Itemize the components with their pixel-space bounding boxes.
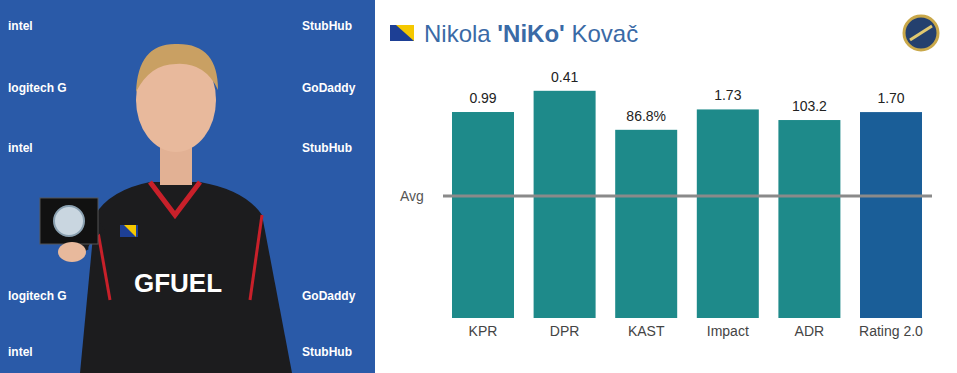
jersey-trim	[150, 182, 200, 215]
jersey-text: GFUEL	[134, 268, 222, 298]
bar	[778, 120, 840, 318]
backdrop-logo: intel	[8, 345, 33, 359]
bar	[615, 130, 677, 318]
bar	[452, 112, 514, 318]
backdrop-logo: StubHub	[302, 141, 352, 155]
labels: 0.99 KPR 0.41 DPR 86.8% KAST 1.73 Impact 103.2 AD…	[469, 69, 924, 339]
avg-line	[443, 194, 932, 197]
avg-label: Avg	[400, 188, 424, 204]
bars	[452, 91, 922, 318]
category-label: Impact	[707, 323, 749, 339]
backdrop-logo: StubHub	[302, 345, 352, 359]
medal-icon	[904, 16, 938, 50]
category-label: ADR	[795, 323, 825, 339]
category-label: DPR	[550, 323, 580, 339]
medal	[54, 206, 84, 236]
bar	[697, 109, 759, 318]
medal-icon	[910, 26, 932, 40]
category-label: KPR	[469, 323, 498, 339]
backdrop-logo: intel	[8, 19, 33, 33]
title: Nikola 'NiKo' Kovač	[424, 20, 638, 47]
chest-flag	[120, 225, 138, 237]
chart-root: intel StubHub logitech G GoDaddy intel StubHu…	[0, 0, 957, 373]
data-label: 103.2	[792, 98, 827, 114]
backdrop-logo: StubHub	[302, 19, 352, 33]
category-label: KAST	[628, 323, 665, 339]
data-label: 0.99	[469, 90, 496, 106]
data-label: 86.8%	[626, 108, 666, 124]
jersey-trim	[250, 215, 262, 300]
backdrop-logo: GoDaddy	[302, 289, 356, 303]
data-label: 1.73	[714, 87, 741, 103]
flag	[390, 25, 414, 41]
backdrop-logo: logitech G	[8, 81, 67, 95]
category-label: Rating 2.0	[859, 323, 923, 339]
backdrop-logo: intel	[8, 141, 33, 155]
backdrop-logo: logitech G	[8, 289, 67, 303]
hair	[136, 44, 218, 92]
data-label: 1.70	[877, 90, 904, 106]
flag	[396, 25, 414, 41]
bar	[534, 91, 596, 318]
jersey	[80, 182, 292, 373]
hand	[58, 242, 86, 262]
bar	[860, 112, 922, 318]
medal-box	[40, 198, 98, 244]
data-label: 0.41	[551, 69, 578, 85]
backdrop-logo: GoDaddy	[302, 81, 356, 95]
photo: intel StubHub logitech G GoDaddy intel StubHu…	[0, 0, 375, 373]
chest-flag	[124, 225, 136, 237]
photo-backdrop	[0, 0, 375, 373]
